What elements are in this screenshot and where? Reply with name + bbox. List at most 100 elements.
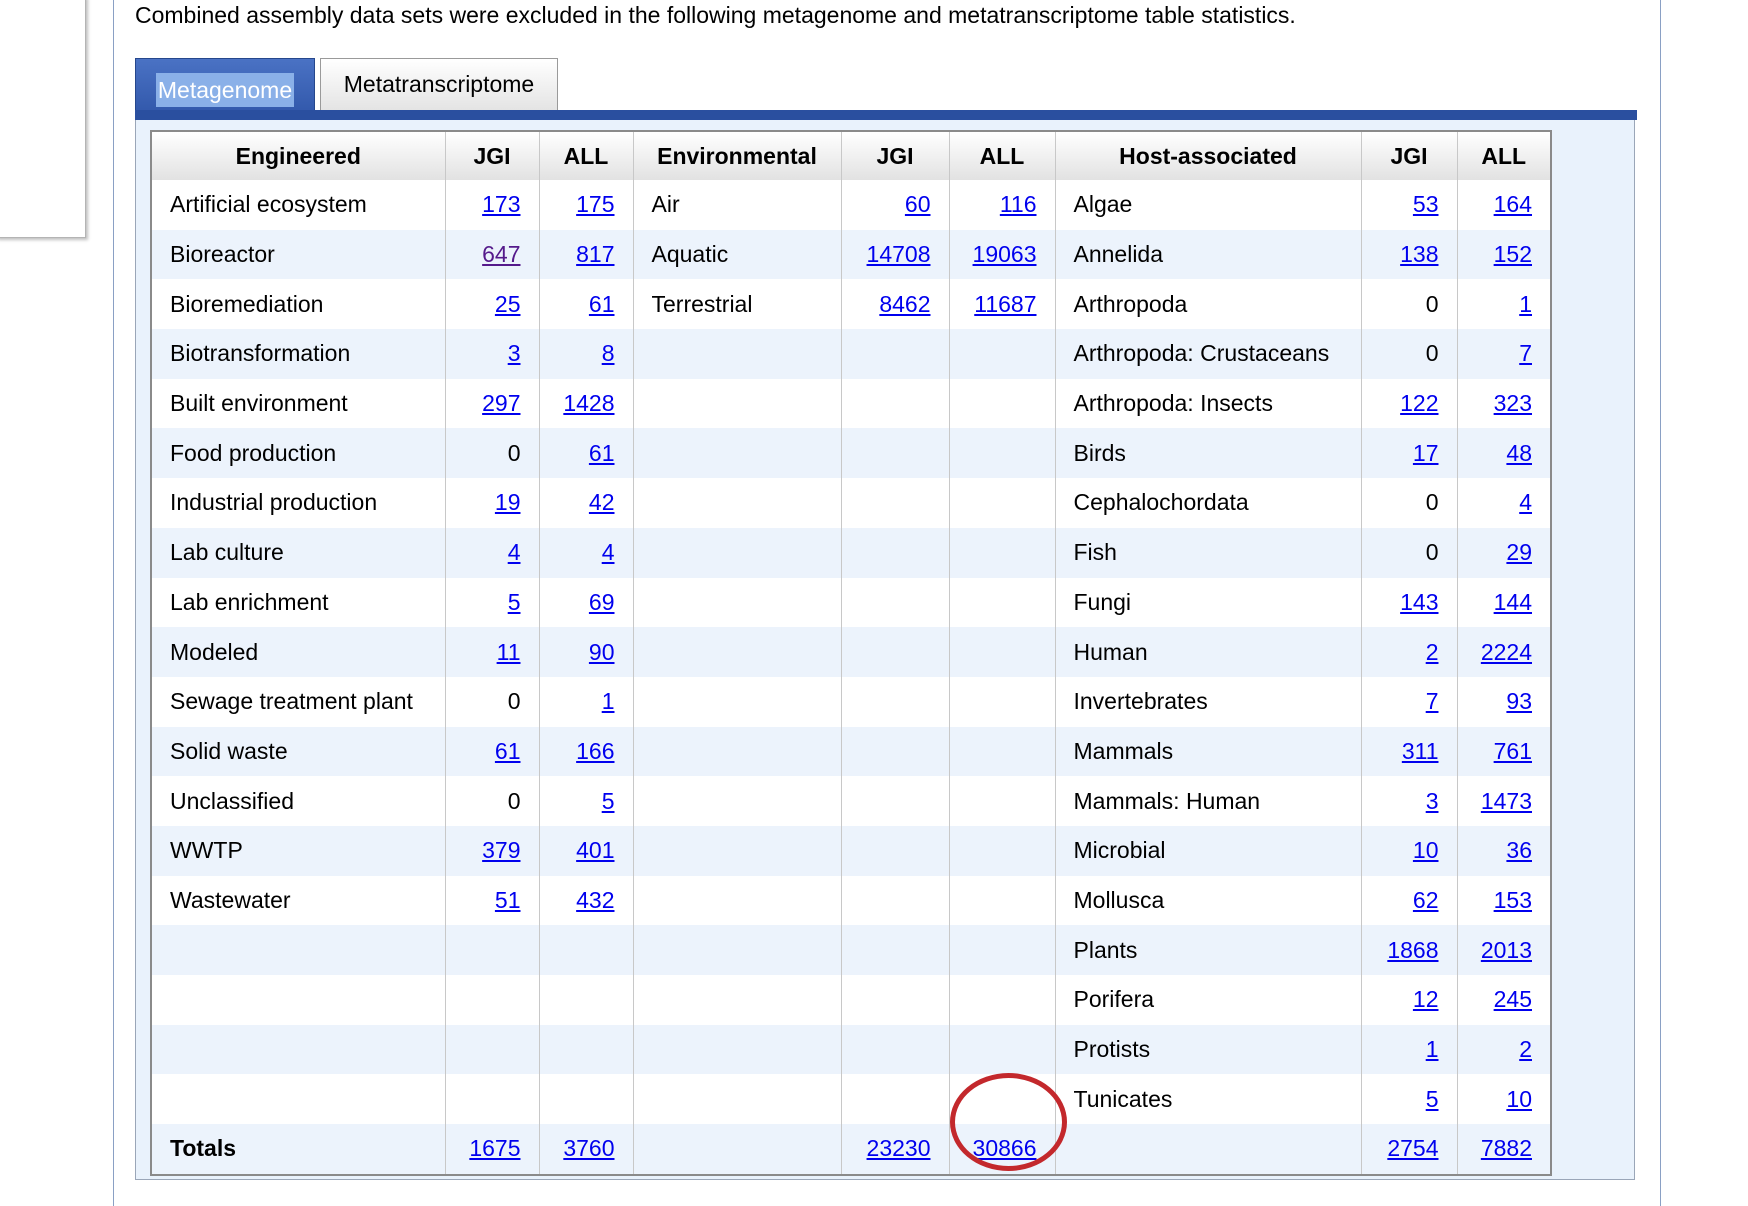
engineered-jgi-count: 0 (444, 676, 540, 727)
environmental-total-all-link[interactable]: 30866 (972, 1135, 1037, 1162)
host-all-count-link[interactable]: 153 (1493, 886, 1532, 913)
engineered-jgi-count-link[interactable]: 3 (507, 340, 521, 367)
host-all-count-link[interactable]: 10 (1506, 1085, 1532, 1112)
empty-cell (150, 1074, 446, 1125)
engineered-jgi-count-link[interactable]: 5 (507, 588, 521, 615)
host-category-name: Algae (1054, 180, 1362, 230)
host-all-count-link[interactable]: 48 (1506, 439, 1532, 466)
header-all: ALL (948, 131, 1056, 180)
host-jgi-count-link[interactable]: 138 (1400, 241, 1439, 268)
host-all-count-link[interactable]: 2224 (1480, 638, 1532, 665)
host-all-count-link[interactable]: 36 (1506, 837, 1532, 864)
environmental-jgi-count-link[interactable]: 60 (904, 191, 931, 218)
host-category-name: Invertebrates (1054, 676, 1362, 727)
engineered-all-count-link[interactable]: 1428 (563, 390, 615, 417)
engineered-all-count-link[interactable]: 166 (576, 737, 615, 764)
table-row: Wastewater 51 432 Mollusca 62 153 (150, 875, 1552, 926)
host-jgi-count-link[interactable]: 62 (1412, 886, 1439, 913)
engineered-all-count-link[interactable]: 61 (588, 290, 615, 317)
host-jgi-count-link[interactable]: 7 (1425, 688, 1439, 715)
host-jgi-count-link[interactable]: 143 (1400, 588, 1439, 615)
host-all-count-link[interactable]: 144 (1493, 588, 1532, 615)
host-all-count-link[interactable]: 164 (1493, 191, 1532, 218)
host-jgi-count-link[interactable]: 17 (1412, 439, 1439, 466)
host-category-name: Arthropoda (1054, 279, 1362, 330)
host-all-count-link[interactable]: 152 (1493, 241, 1532, 268)
host-all-count-link[interactable]: 4 (1519, 489, 1532, 516)
host-jgi-count-link[interactable]: 53 (1412, 191, 1439, 218)
engineered-all-count-link[interactable]: 5 (601, 787, 615, 814)
empty-cell (632, 776, 842, 826)
engineered-category-name: Bioremediation (150, 279, 446, 330)
engineered-all-count-link[interactable]: 1 (601, 688, 615, 715)
engineered-all-count-link[interactable]: 90 (588, 638, 615, 665)
empty-cell (840, 875, 950, 926)
host-jgi-count-link[interactable]: 1 (1425, 1036, 1439, 1063)
engineered-jgi-count-link[interactable]: 4 (507, 539, 521, 566)
engineered-jgi-count-link[interactable]: 11 (496, 638, 521, 665)
engineered-jgi-count-link[interactable]: 297 (482, 390, 521, 417)
host-all-count-link[interactable]: 29 (1506, 539, 1532, 566)
host-jgi-count-link[interactable]: 1868 (1387, 936, 1439, 963)
environmental-all-count-link[interactable]: 19063 (972, 241, 1037, 268)
engineered-all-count-link[interactable]: 4 (601, 539, 615, 566)
host-jgi-count-link[interactable]: 12 (1412, 986, 1439, 1013)
engineered-category-name: WWTP (150, 825, 446, 876)
engineered-total-jgi-link[interactable]: 1675 (469, 1135, 521, 1162)
table-row: Unclassified 0 5 Mammals: Human 3 1473 (150, 776, 1552, 826)
engineered-all-count-link[interactable]: 432 (576, 886, 615, 913)
engineered-jgi-count-link[interactable]: 379 (482, 837, 521, 864)
engineered-all-count-link[interactable]: 42 (588, 489, 615, 516)
host-all-count-link[interactable]: 761 (1493, 737, 1532, 764)
engineered-all-count-link[interactable]: 401 (576, 837, 615, 864)
host-total-all-link[interactable]: 7882 (1480, 1135, 1532, 1162)
tab-metatranscriptome[interactable]: Metatranscriptome (320, 58, 558, 110)
host-jgi-count-link[interactable]: 5 (1425, 1085, 1439, 1112)
environmental-total-jgi-link[interactable]: 23230 (866, 1135, 931, 1162)
engineered-jgi-count-link[interactable]: 61 (494, 737, 521, 764)
environmental-jgi-count-link[interactable]: 8462 (879, 290, 931, 317)
host-all-count-link[interactable]: 2013 (1480, 936, 1532, 963)
empty-cell (632, 329, 842, 379)
engineered-all-count-link[interactable]: 175 (576, 191, 615, 218)
engineered-jgi-count-link[interactable]: 19 (494, 489, 521, 516)
host-category-name: Protists (1054, 1024, 1362, 1075)
empty-cell (948, 577, 1056, 628)
empty-cell (840, 825, 950, 876)
host-jgi-count: 0 (1360, 329, 1458, 379)
host-total-jgi-link[interactable]: 2754 (1387, 1135, 1439, 1162)
engineered-jgi-count-link[interactable]: 51 (494, 886, 521, 913)
engineered-all-count-link[interactable]: 69 (588, 588, 615, 615)
host-category-name: Arthropoda: Crustaceans (1054, 329, 1362, 379)
host-all-count-link[interactable]: 323 (1493, 390, 1532, 417)
tab-metagenome[interactable]: Metagenome (135, 58, 315, 120)
host-jgi-count-link[interactable]: 2 (1425, 638, 1439, 665)
environmental-jgi-count-link[interactable]: 14708 (866, 241, 931, 268)
host-category-name: Fish (1054, 527, 1362, 578)
host-all-count-link[interactable]: 1 (1519, 290, 1532, 317)
environmental-all-count-link[interactable]: 11687 (974, 290, 1037, 317)
host-all-count-link[interactable]: 93 (1506, 688, 1532, 715)
host-jgi-count-link[interactable]: 122 (1400, 390, 1439, 417)
engineered-jgi-count-link[interactable]: 647 (482, 241, 521, 268)
environmental-all-count-link[interactable]: 116 (999, 191, 1037, 218)
engineered-total-all-link[interactable]: 3760 (563, 1135, 615, 1162)
host-jgi-count-link[interactable]: 10 (1412, 837, 1439, 864)
engineered-all-count-link[interactable]: 8 (601, 340, 615, 367)
host-jgi-count-link[interactable]: 311 (1401, 737, 1439, 764)
empty-cell (632, 478, 842, 528)
host-category-name: Arthropoda: Insects (1054, 378, 1362, 429)
host-all-count-link[interactable]: 2 (1519, 1036, 1532, 1063)
engineered-all-count-link[interactable]: 817 (576, 241, 615, 268)
host-all-count-link[interactable]: 7 (1519, 340, 1532, 367)
engineered-jgi-count-link[interactable]: 173 (482, 191, 521, 218)
host-all-count-link[interactable]: 245 (1493, 986, 1532, 1013)
empty-cell (538, 925, 634, 975)
empty-cell (840, 1074, 950, 1125)
left-side-panel (0, 0, 86, 238)
host-jgi-count-link[interactable]: 3 (1425, 787, 1439, 814)
host-all-count-link[interactable]: 1473 (1480, 787, 1532, 814)
engineered-jgi-count-link[interactable]: 25 (494, 290, 521, 317)
empty-cell (840, 329, 950, 379)
engineered-all-count-link[interactable]: 61 (588, 439, 615, 466)
